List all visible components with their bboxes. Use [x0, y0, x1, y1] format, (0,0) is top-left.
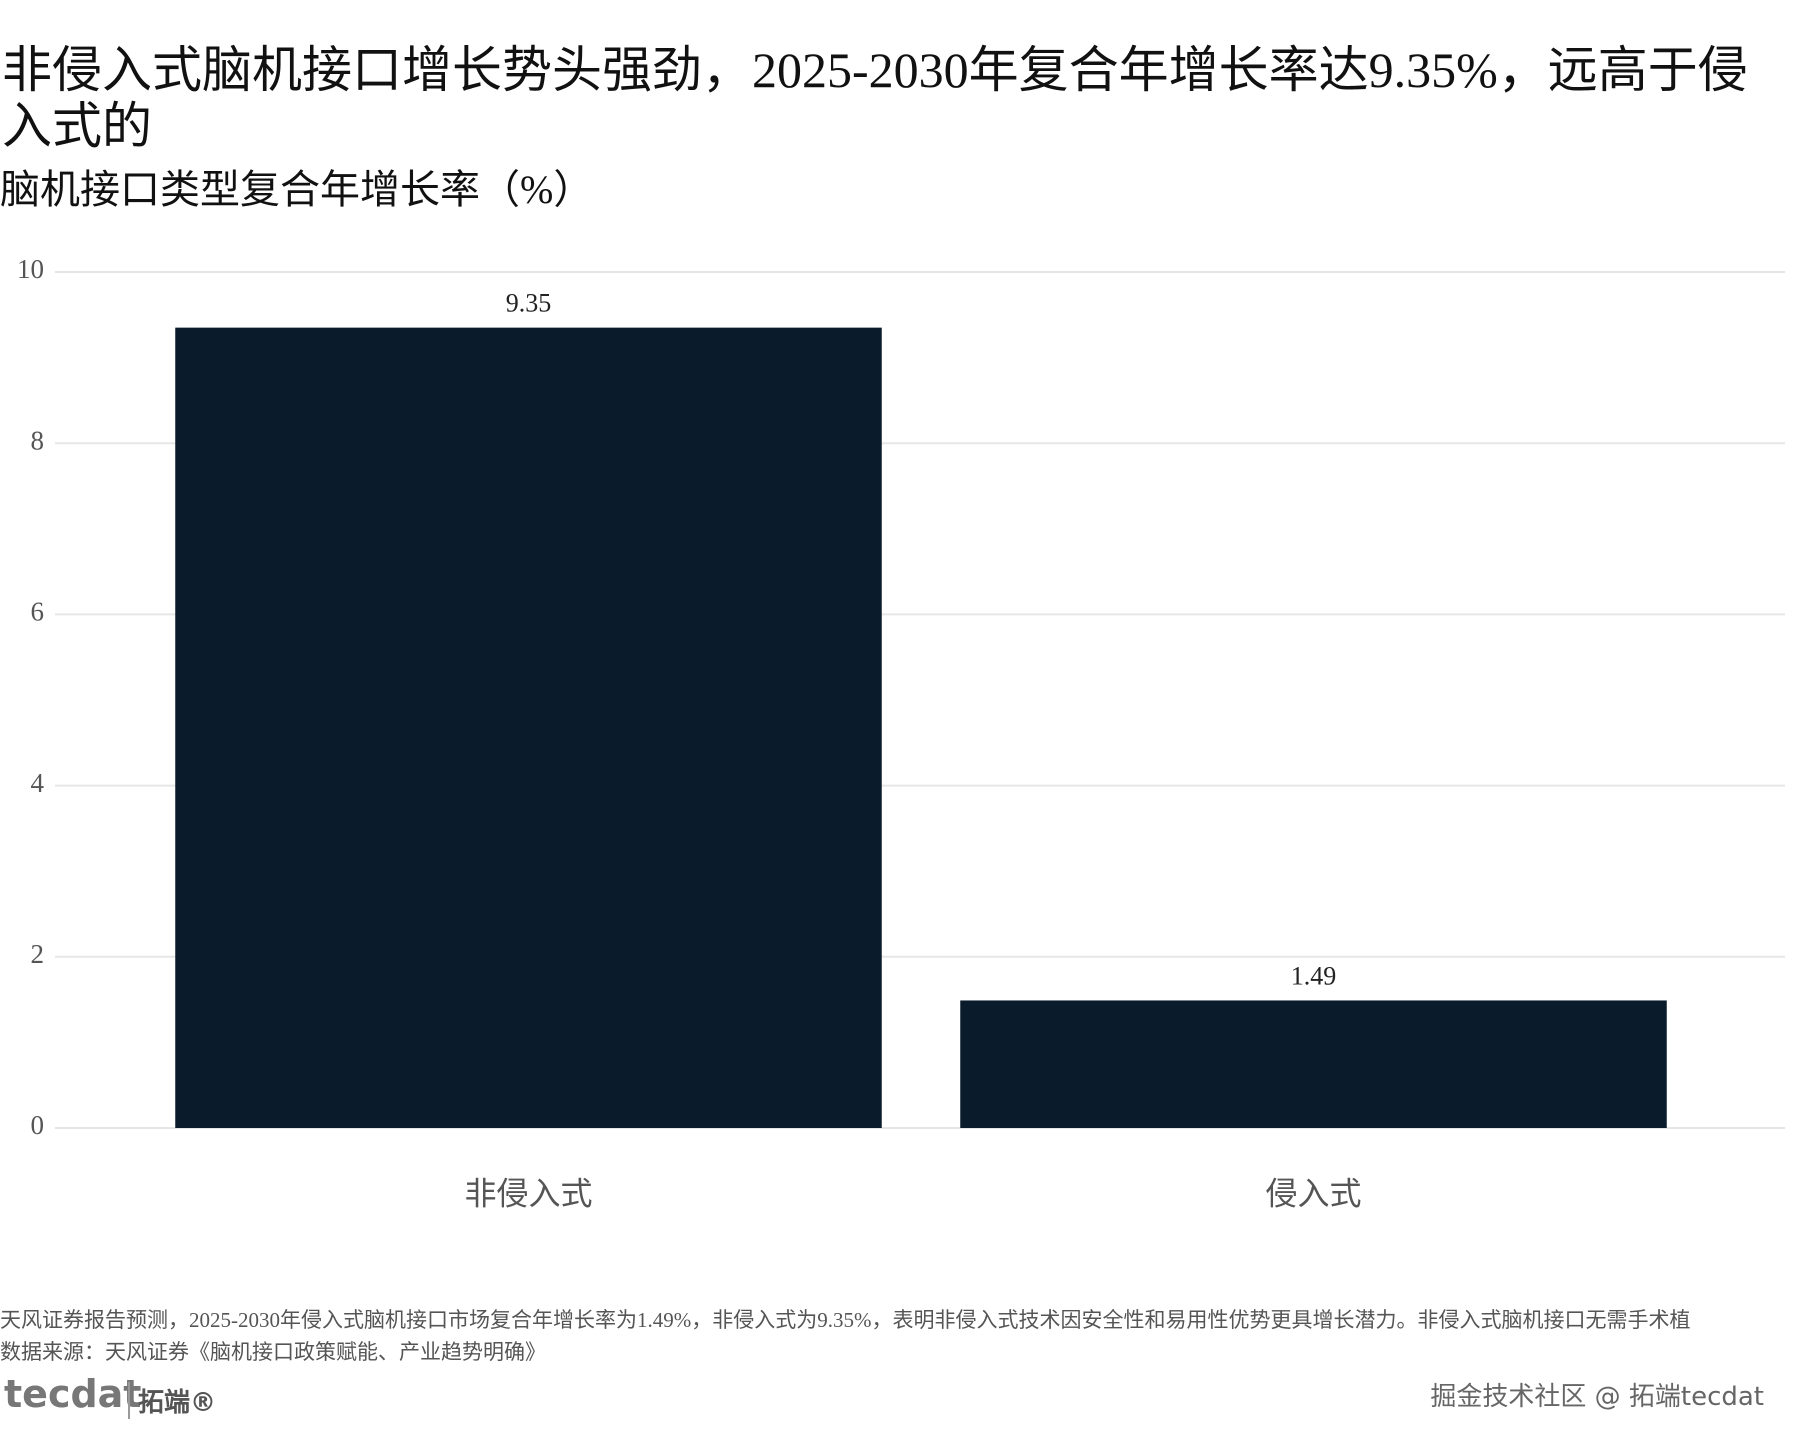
chart: 0 2 4 6 8 10 非侵入式 9.35 侵入式 1.49: [17, 254, 1785, 1211]
y-tick-label: 2: [31, 939, 45, 969]
caption: 天风证券报告预测，2025-2030年侵入式脑机接口市场复合年增长率为1.49%…: [0, 1308, 1691, 1332]
y-tick-label: 8: [31, 425, 45, 455]
x-tick-label: 侵入式: [1265, 1175, 1361, 1211]
y-tick-label: 4: [31, 768, 45, 798]
data-label: 9.35: [506, 289, 552, 318]
source: 数据来源：天风证券《脑机接口政策赋能、产业趋势明确》: [0, 1340, 546, 1364]
x-tick-label: 非侵入式: [464, 1175, 592, 1211]
data-label: 1.49: [1291, 961, 1337, 990]
y-tick-label: 0: [31, 1110, 45, 1140]
y-tick-label: 6: [31, 597, 45, 627]
bar: [175, 327, 882, 1128]
watermark: 掘金技术社区 @ 拓端tecdat: [1430, 1382, 1764, 1412]
chart-title: 非侵入式脑机接口增长势头强劲，2025-2030年复合年增长率达9.35%，远高…: [2, 42, 1748, 154]
bar: [960, 1000, 1667, 1128]
logo-name: 拓端®: [128, 1382, 216, 1419]
chart-subtitle: 脑机接口类型复合年增长率（%）: [0, 167, 594, 212]
y-tick-label: 10: [17, 254, 44, 284]
logo: tecdat: [4, 1372, 142, 1416]
